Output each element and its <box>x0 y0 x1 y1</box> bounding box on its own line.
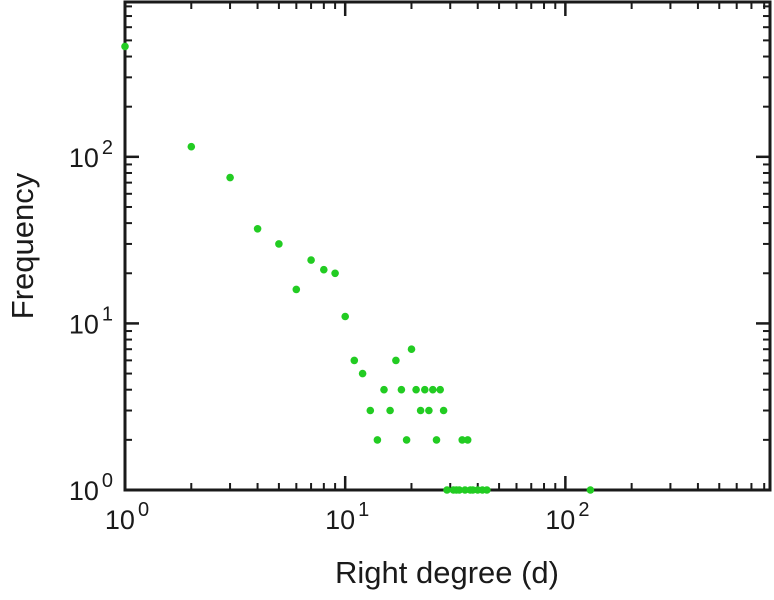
data-point <box>253 225 262 233</box>
y-axis-tick-label: 10 2 <box>69 137 113 173</box>
data-point <box>226 173 234 182</box>
data-point <box>320 265 328 274</box>
data-point <box>331 269 339 278</box>
data-point <box>292 285 301 294</box>
data-point <box>425 406 433 415</box>
data-point <box>407 345 416 354</box>
x-axis-tick-label: 10 2 <box>545 499 589 535</box>
data-point <box>455 486 464 494</box>
data-point <box>432 436 441 444</box>
data-point <box>366 406 375 415</box>
axis-tick-labels: 10 0 10 1 10 2 10 0 10 1 10 2 <box>69 137 590 535</box>
y-axis-tick-label: 10 0 <box>69 470 113 506</box>
data-point <box>436 385 445 394</box>
data-points <box>121 42 595 494</box>
data-point <box>386 406 394 415</box>
x-axis-tick-label: 10 1 <box>325 499 369 535</box>
plot-frame <box>123 0 772 492</box>
data-point <box>458 436 467 444</box>
data-point <box>187 142 196 151</box>
data-point <box>443 486 451 494</box>
data-point <box>421 385 429 394</box>
data-point <box>429 385 437 394</box>
data-point <box>402 436 411 444</box>
data-point <box>358 369 367 378</box>
data-point <box>412 385 420 394</box>
axis-ticks <box>123 2 770 492</box>
data-point <box>121 42 129 51</box>
data-point <box>461 486 469 494</box>
y-axis-title: Frequency <box>5 172 40 319</box>
data-point <box>373 436 382 444</box>
data-point <box>439 406 448 415</box>
data-point <box>397 385 406 394</box>
x-axis-title: Right degree (d) <box>335 555 559 590</box>
data-point <box>416 406 425 415</box>
data-point <box>341 312 350 321</box>
data-point <box>275 240 283 248</box>
data-point <box>307 256 315 264</box>
data-point <box>350 356 359 365</box>
data-point <box>392 356 400 365</box>
y-axis-tick-label: 10 1 <box>69 303 113 339</box>
data-point <box>463 436 472 444</box>
data-point <box>483 486 491 494</box>
x-axis-tick-label: 10 0 <box>105 499 149 535</box>
data-point <box>586 486 595 494</box>
data-point <box>380 385 388 394</box>
